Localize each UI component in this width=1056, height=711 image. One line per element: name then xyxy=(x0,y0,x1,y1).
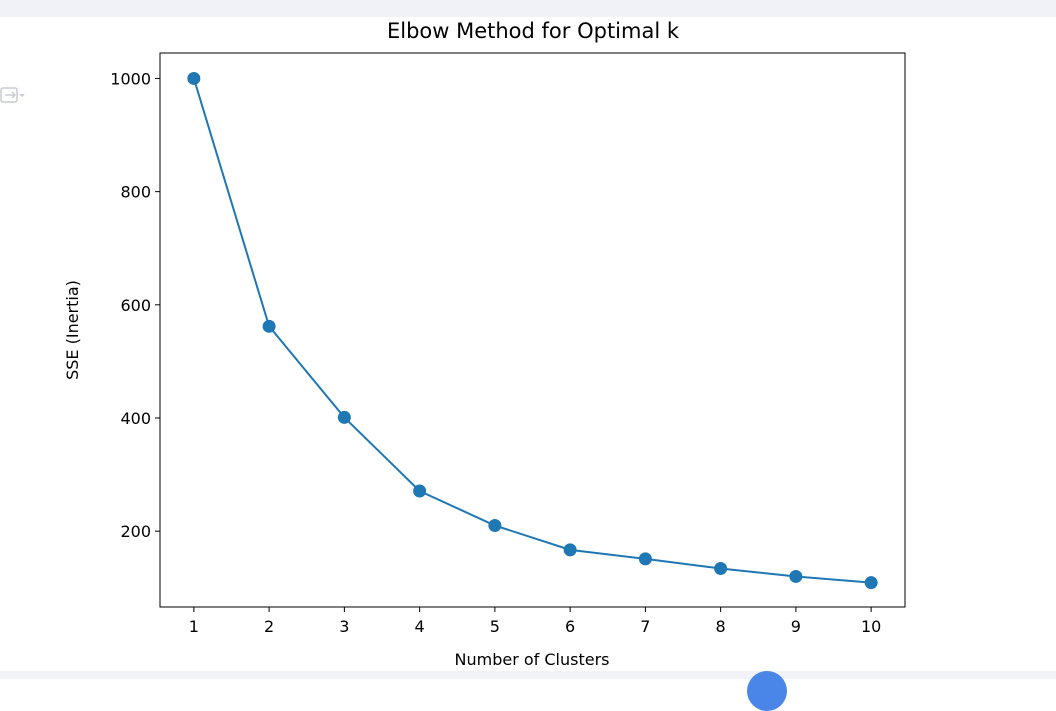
x-tick-label: 9 xyxy=(791,617,801,636)
y-tick-label: 200 xyxy=(120,522,151,541)
y-tick-label: 1000 xyxy=(110,69,151,88)
output-panel-top-border xyxy=(0,0,1056,17)
y-axis-label: SSE (Inertia) xyxy=(63,280,82,380)
x-tick-label: 2 xyxy=(264,617,274,636)
output-panel-bottom-border xyxy=(0,671,1056,679)
x-tick-label: 6 xyxy=(565,617,575,636)
data-markers xyxy=(187,71,878,590)
x-tick-label: 5 xyxy=(490,617,500,636)
y-tick-label: 600 xyxy=(120,296,151,315)
chart-title: Elbow Method for Optimal k xyxy=(387,19,680,43)
x-axis: 1 2 3 4 5 6 7 8 9 10 xyxy=(189,607,881,636)
x-tick-label: 1 xyxy=(189,617,199,636)
plot-area xyxy=(159,52,906,608)
data-point xyxy=(187,71,201,85)
data-point xyxy=(488,519,502,533)
data-point xyxy=(864,576,878,590)
x-tick-label: 7 xyxy=(640,617,650,636)
x-tick-label: 3 xyxy=(339,617,349,636)
x-axis-label: Number of Clusters xyxy=(455,650,610,669)
data-point xyxy=(262,319,276,333)
data-point xyxy=(337,410,351,424)
y-axis: 200 400 600 800 1000 xyxy=(110,69,160,541)
y-tick-label: 800 xyxy=(120,183,151,202)
data-point xyxy=(714,562,728,576)
y-tick-label: 400 xyxy=(120,409,151,428)
floating-action-button[interactable] xyxy=(747,671,787,711)
output-toggle-icon[interactable] xyxy=(0,84,26,106)
series-line xyxy=(192,78,872,584)
x-tick-label: 4 xyxy=(415,617,425,636)
x-tick-label: 10 xyxy=(861,617,881,636)
data-point xyxy=(638,552,652,566)
data-point xyxy=(563,543,577,557)
elbow-chart: Elbow Method for Optimal k 200 400 600 800 1… xyxy=(63,19,906,669)
chart-output: Elbow Method for Optimal k 200 400 600 800 1… xyxy=(0,17,1056,671)
data-point xyxy=(789,569,803,583)
x-tick-label: 8 xyxy=(716,617,726,636)
data-point xyxy=(413,484,427,498)
